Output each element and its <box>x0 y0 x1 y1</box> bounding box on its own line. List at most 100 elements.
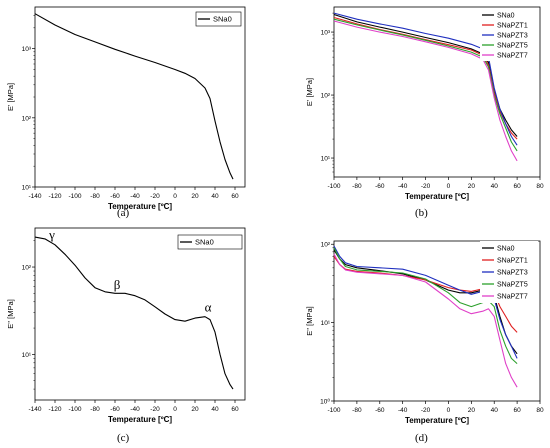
y-tick-label: 10⁰ <box>320 398 330 406</box>
plot-frame <box>333 6 541 178</box>
x-tick-label: -20 <box>421 407 431 414</box>
x-tick-label: -100 <box>327 183 340 190</box>
series-line-snapzt5 <box>333 18 518 152</box>
x-tick-label: -40 <box>398 183 408 190</box>
x-tick-label: -80 <box>352 407 362 414</box>
series-line-snapzt5 <box>333 247 518 365</box>
y-tick-label: 10¹ <box>22 185 32 192</box>
legend-box <box>177 234 243 250</box>
legend-label: SNa0 <box>195 238 214 247</box>
x-tick-label: 40 <box>211 406 219 413</box>
annotation-label: γ <box>48 227 55 242</box>
y-tick-label: 10² <box>321 93 331 100</box>
x-axis-label: Temperature [ºC] <box>108 202 172 211</box>
caption-b: (b) <box>415 207 428 219</box>
legend-box <box>195 11 242 27</box>
annotation-label: β <box>114 277 121 292</box>
x-tick-label: 20 <box>191 193 199 200</box>
x-tick-label: 20 <box>468 183 476 190</box>
plot-frame <box>333 240 541 402</box>
legend-label: SNa0 <box>497 13 515 20</box>
x-tick-label: -60 <box>110 193 120 200</box>
series-line-snapzt7 <box>333 253 518 388</box>
x-tick-label: 0 <box>447 407 451 414</box>
legend-label: SNaPZT3 <box>497 270 528 277</box>
x-tick-label: -40 <box>398 407 408 414</box>
chart-panel-a: -140 -120 -100 -80 -60 -40 -20 0 20 40 60 10¹ 10² 10³… <box>6 6 246 211</box>
x-tick-label: 60 <box>231 406 239 413</box>
x-tick-label: -60 <box>110 406 120 413</box>
annotation-label: α <box>205 299 212 314</box>
x-tick-label: -100 <box>68 406 81 413</box>
x-tick-label: 80 <box>536 407 544 414</box>
legend-label: SNaPZT5 <box>497 43 528 50</box>
x-tick-label: 20 <box>468 407 476 414</box>
x-tick-label: -60 <box>375 407 385 414</box>
x-tick-label: -80 <box>90 406 100 413</box>
x-tick-label: -120 <box>48 193 61 200</box>
x-tick-label: 0 <box>173 406 177 413</box>
caption-c: (c) <box>117 432 130 444</box>
series-line-sna0 <box>333 249 518 355</box>
y-axis-label: E'' [MPa] <box>305 306 314 336</box>
x-tick-label: -80 <box>90 193 100 200</box>
series-line-sna0 <box>34 13 234 180</box>
plot-frame <box>34 6 246 188</box>
plot-frame <box>34 227 246 401</box>
x-tick-label: 60 <box>513 183 521 190</box>
caption-a: (a) <box>117 207 130 219</box>
x-tick-label: -20 <box>150 193 160 200</box>
caption-d: (d) <box>415 432 428 444</box>
legend-label: SNaPZT3 <box>497 33 528 40</box>
series-line-sna0 <box>34 236 234 390</box>
series-line-sna0 <box>333 13 518 137</box>
x-axis-label: Temperature [ºC] <box>108 415 172 424</box>
y-tick-label: 10¹ <box>321 320 331 327</box>
x-tick-label: 40 <box>211 193 219 200</box>
legend-label: SNaPZT5 <box>497 282 528 289</box>
x-tick-label: -20 <box>421 183 431 190</box>
y-axis-label: E'' [MPa] <box>6 299 15 329</box>
series-line-snapzt3 <box>333 245 518 359</box>
x-tick-label: -80 <box>352 183 362 190</box>
x-tick-label: 80 <box>536 183 544 190</box>
x-tick-label: -40 <box>130 406 140 413</box>
series-line-snapzt7 <box>333 20 518 162</box>
x-tick-label: 20 <box>191 406 199 413</box>
x-tick-label: 0 <box>173 193 177 200</box>
x-tick-label: -40 <box>130 193 140 200</box>
series-line-snapzt3 <box>333 12 518 146</box>
x-tick-label: 60 <box>513 407 521 414</box>
y-tick-label: 10³ <box>321 30 331 37</box>
x-tick-label: 0 <box>447 183 451 190</box>
chart-panel-d: -100 -80 -60 -40 -20 0 20 40 60 80 10⁰ 10¹ 10² Temper… <box>305 240 544 425</box>
y-tick-label: 10¹ <box>22 352 32 359</box>
legend-label: SNa0 <box>213 15 232 24</box>
x-tick-label: -100 <box>68 193 81 200</box>
legend-label: SNaPZT1 <box>497 258 528 265</box>
x-tick-label: -140 <box>28 406 41 413</box>
x-tick-label: -140 <box>28 193 41 200</box>
legend-label: SNaPZT7 <box>497 294 528 301</box>
x-tick-label: -60 <box>375 183 385 190</box>
x-tick-label: -120 <box>48 406 61 413</box>
x-tick-label: 40 <box>491 183 499 190</box>
y-axis-label: E' [MPa] <box>305 78 314 106</box>
y-tick-label: 10² <box>22 265 32 272</box>
y-axis-label: E' [MPa] <box>6 83 15 111</box>
x-tick-label: 40 <box>491 407 499 414</box>
x-tick-label: 60 <box>231 193 239 200</box>
x-axis-label: Temperature [ºC] <box>405 416 469 425</box>
legend-label: SNaPZT7 <box>497 53 528 60</box>
chart-panel-b: -100 -80 -60 -40 -20 0 20 40 60 80 10¹ 10² 10³ Temper… <box>305 6 544 201</box>
chart-panel-c: -140 -120 -100 -80 -60 -40 -20 0 20 40 60 10¹ 10² Tem… <box>6 227 246 424</box>
x-tick-label: -100 <box>327 407 340 414</box>
legend-label: SNaPZT1 <box>497 23 528 30</box>
x-tick-label: -20 <box>150 406 160 413</box>
y-tick-label: 10² <box>321 242 331 249</box>
y-tick-label: 10² <box>22 115 32 122</box>
legend-label: SNa0 <box>497 246 515 253</box>
y-tick-label: 10³ <box>22 46 32 53</box>
y-tick-label: 10¹ <box>321 156 331 163</box>
